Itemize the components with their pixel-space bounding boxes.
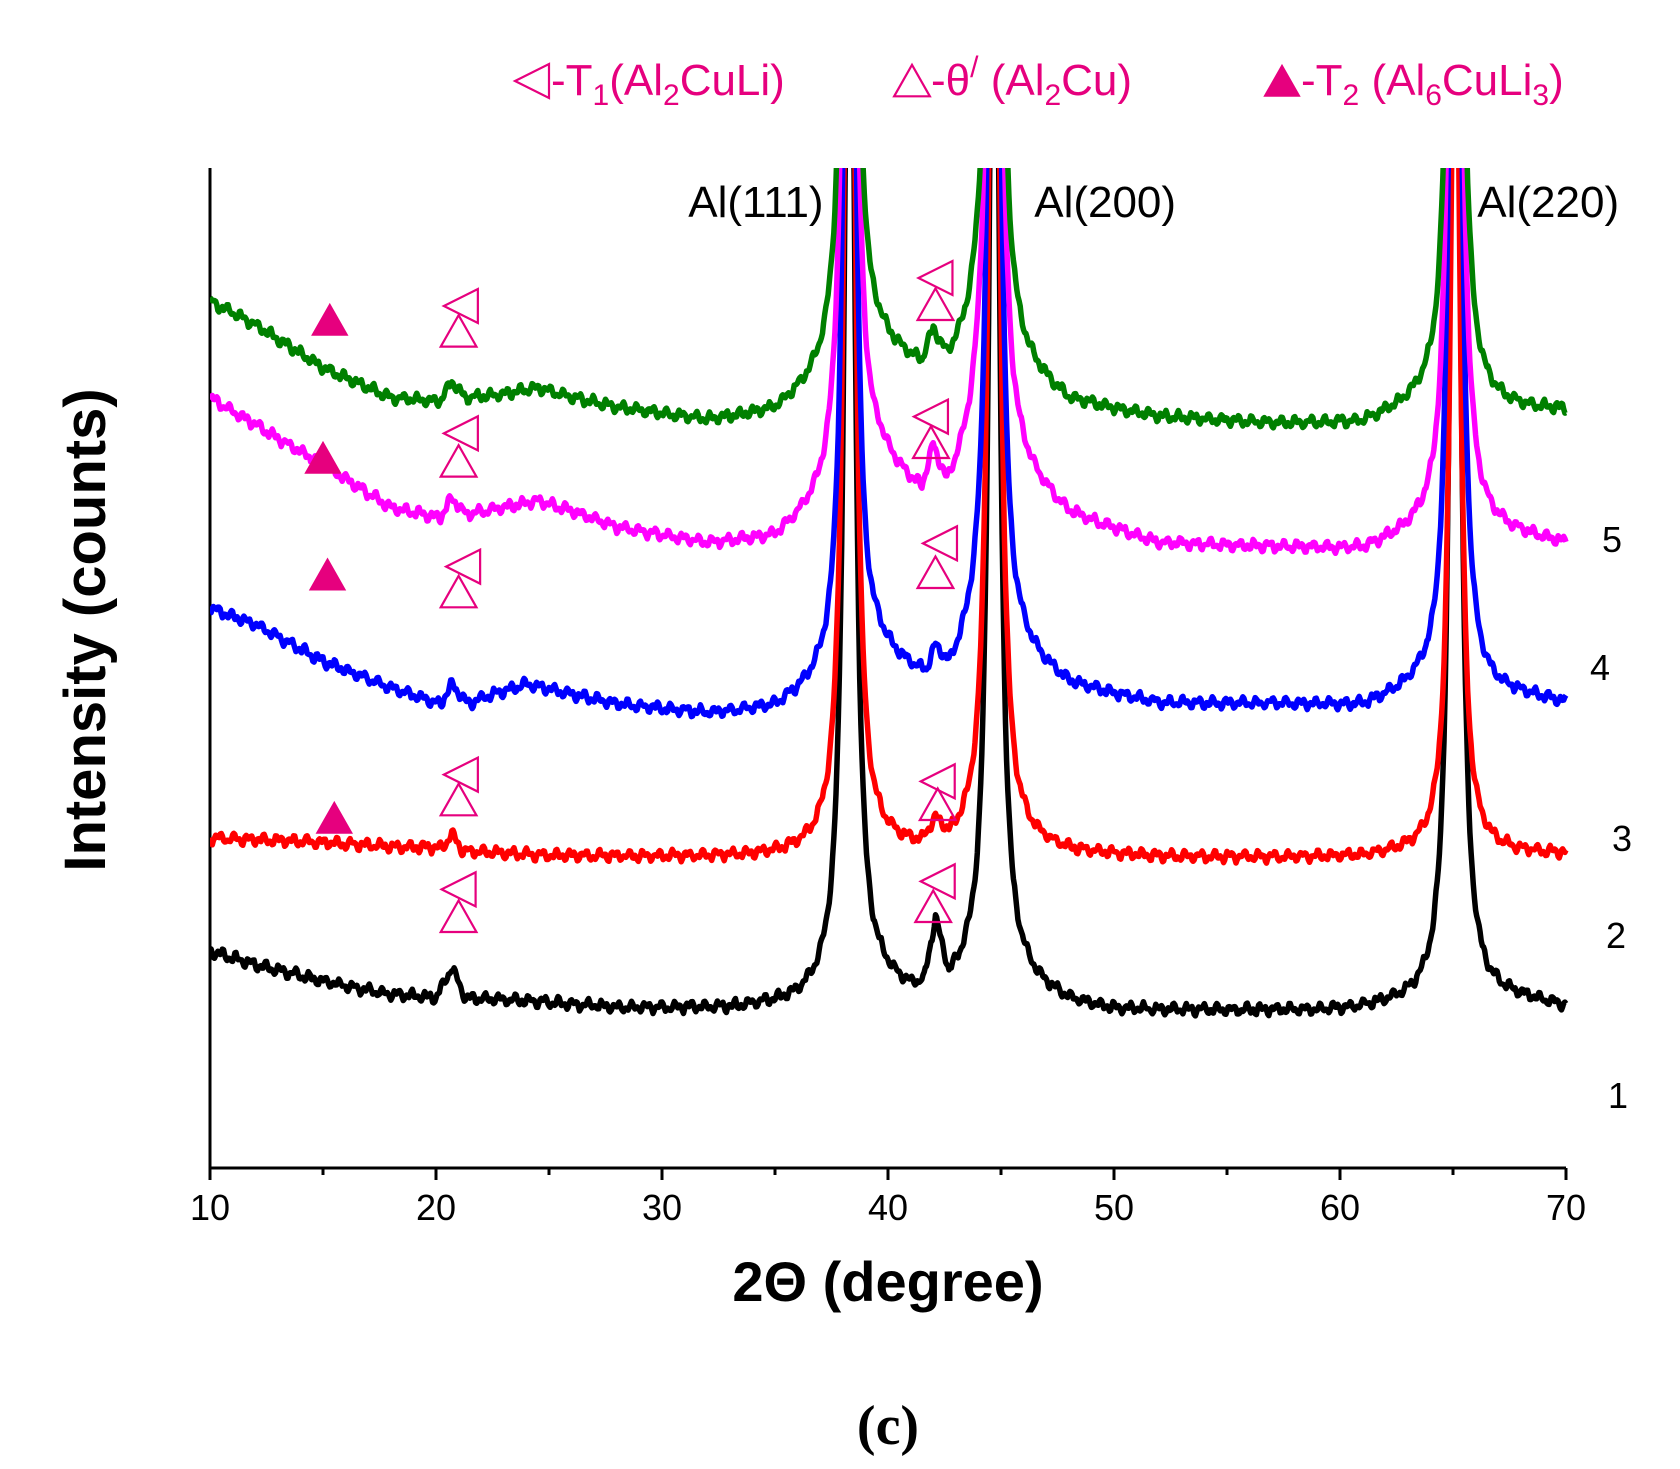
curve-number-label: 2 — [1606, 915, 1626, 956]
x-tick-label: 50 — [1094, 1187, 1134, 1228]
open-up-triangle-marker — [438, 442, 479, 478]
legend-entry: -T1(Al2CuLi) — [512, 56, 785, 112]
open-left-triangle-marker — [918, 862, 956, 901]
filled-up-triangle-marker — [304, 440, 342, 474]
open-left-triangle-marker — [441, 414, 479, 453]
peak-labels: Al(111) Al(200) Al(220) — [688, 178, 1619, 227]
open-up-triangle-marker — [438, 312, 479, 348]
figure-caption: (c) — [857, 1395, 919, 1457]
series-line-2 — [210, 168, 1569, 866]
curve-numbers: 1 2 3 4 5 — [1590, 519, 1632, 1116]
legend-entry: -θ/ (Al2Cu) — [892, 51, 1132, 112]
x-tick-label: 20 — [416, 1187, 456, 1228]
open-up-triangle-marker — [438, 898, 479, 934]
peak-label: Al(200) — [1034, 178, 1176, 227]
curve-number-label: 4 — [1590, 647, 1610, 688]
open-left-triangle-legend-icon — [512, 62, 551, 100]
series-line-4 — [210, 168, 1569, 557]
open-up-triangle-marker — [438, 573, 479, 609]
series-line-5 — [210, 168, 1568, 431]
y-axis-title: Intensity (counts) — [53, 388, 118, 871]
legend-text-part: (Al — [609, 56, 663, 105]
legend-text-part: CuLi) — [680, 56, 785, 105]
open-up-triangle-marker — [915, 286, 956, 322]
x-tick-label: 30 — [642, 1187, 682, 1228]
legend-text-part: 3 — [1532, 79, 1549, 112]
filled-up-triangle-legend-icon — [1263, 63, 1301, 97]
open-left-triangle-marker — [443, 547, 482, 586]
legend-text-part: / — [970, 51, 979, 84]
legend-text-part: 2 — [1044, 79, 1061, 112]
legend-text-part: (Al — [978, 56, 1044, 105]
legend-text-part: 1 — [593, 79, 610, 112]
curve-number-label: 5 — [1602, 519, 1622, 560]
x-tick-label: 70 — [1546, 1187, 1586, 1228]
series-layer — [210, 168, 1569, 1019]
x-tick-label: 40 — [868, 1187, 908, 1228]
legend-text-part: Cu) — [1061, 56, 1132, 105]
peak-label: Al(220) — [1477, 178, 1619, 227]
filled-up-triangle-marker — [308, 557, 347, 591]
x-tick-label: 60 — [1320, 1187, 1360, 1228]
legend-text-part: -T — [551, 56, 593, 105]
x-tick-label: 10 — [190, 1187, 230, 1228]
open-up-triangle-marker — [917, 786, 958, 822]
curve-number-label: 3 — [1612, 818, 1632, 859]
legend-text-part: ) — [1549, 56, 1564, 105]
axes: 10 20 30 40 50 60 70 — [190, 168, 1586, 1228]
legend-text-part: -θ — [931, 56, 970, 105]
legend-text-part: -T — [1301, 56, 1343, 105]
open-up-triangle-marker — [911, 424, 951, 460]
legend-text-part: (Al — [1359, 56, 1425, 105]
legend: -T1(Al2CuLi) -θ/ (Al2Cu) -T2 (Al6CuLi3) — [512, 51, 1564, 112]
open-left-triangle-marker — [441, 755, 479, 794]
legend-label: -T1(Al2CuLi) — [551, 56, 785, 112]
open-up-triangle-legend-icon — [892, 62, 932, 98]
open-left-triangle-marker — [441, 287, 479, 325]
x-ticks: 10 20 30 40 50 60 70 — [190, 1168, 1586, 1228]
markers-layer — [304, 259, 959, 934]
legend-label: -θ/ (Al2Cu) — [931, 51, 1132, 112]
curve-number-label: 1 — [1608, 1075, 1628, 1116]
open-left-triangle-marker — [920, 524, 959, 563]
legend-text-part: 6 — [1425, 79, 1442, 112]
open-left-triangle-marker — [439, 870, 477, 909]
open-up-triangle-marker — [438, 781, 479, 817]
legend-text-part: 2 — [663, 79, 680, 112]
open-up-triangle-marker — [913, 888, 953, 924]
legend-text-part: CuLi — [1442, 56, 1533, 105]
legend-entry: -T2 (Al6CuLi3) — [1263, 56, 1564, 112]
series-line-1 — [210, 168, 1569, 1019]
filled-up-triangle-marker — [311, 302, 349, 336]
legend-text-part: 2 — [1343, 79, 1360, 112]
open-up-triangle-marker — [915, 554, 956, 590]
legend-label: -T2 (Al6CuLi3) — [1301, 56, 1564, 112]
open-left-triangle-marker — [918, 762, 956, 801]
x-axis-title: 2Θ (degree) — [732, 1250, 1043, 1313]
filled-up-triangle-marker — [315, 800, 354, 834]
series-line-3 — [210, 168, 1569, 720]
peak-label: Al(111) — [688, 178, 823, 227]
